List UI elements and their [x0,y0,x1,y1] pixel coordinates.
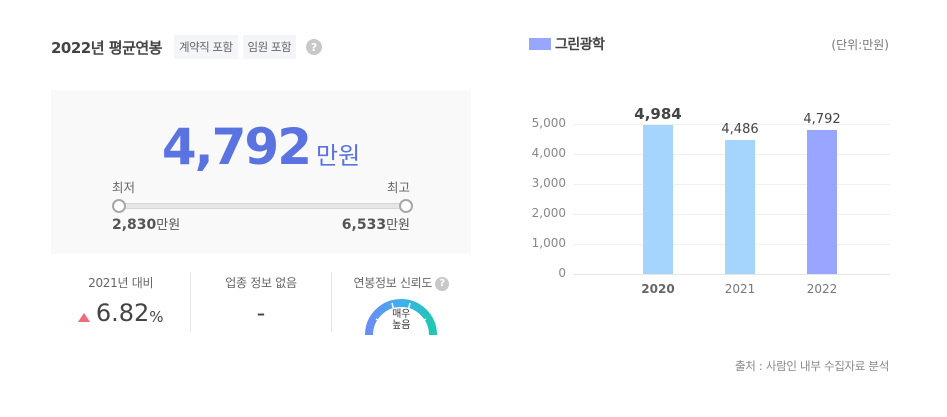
bar-value-label: 4,486 [721,122,759,137]
bar-value-label: 4,792 [803,112,841,127]
y-tick: 5,000 [531,116,566,130]
bar-2020[interactable] [643,125,673,274]
question-circle-icon[interactable]: ? [435,276,450,291]
question-circle-icon[interactable]: ? [306,39,323,55]
reliability-label: 연봉정보 신뢰도 [353,276,433,290]
stat-yoy-change: 2021년 대비 6.82% [51,272,190,332]
salary-range-track [117,203,406,209]
y-tick: 2,000 [531,206,566,220]
average-salary: 4,792 만원 [51,118,471,176]
y-tick: 0 [558,266,566,280]
min-salary: 2,830만원 [112,214,180,233]
stat-label: 2021년 대비 [88,276,154,290]
gauge-text-line1: 매우 [392,309,411,320]
gauge-arc-icon [365,299,438,335]
source-note: 출처 : 사람인 내부 수집자료 분석 [735,359,889,373]
legend-label: 그린광학 [555,37,605,53]
percent-unit: % [149,308,164,326]
chart-legend: 그린광학 [529,34,605,54]
unit-label: (단위:만원) [831,38,889,52]
stats-row: 2021년 대비 6.82% 업종 정보 없음 - 연봉정보 신뢰도? [51,272,471,335]
min-salary-value: 2,830 [112,217,157,233]
gauge-text-line2: 높음 [392,320,411,331]
salary-bar-chart: 5,000 4,000 3,000 2,000 1,000 0 4,984 4,… [530,100,890,300]
average-salary-unit: 만원 [315,142,361,170]
min-salary-unit: 만원 [156,218,181,233]
tag-executive-included: 임원 포함 [242,35,297,59]
triangle-up-icon [77,312,90,322]
range-min-knob [112,199,126,213]
x-tick: 2021 [724,282,756,296]
stat-industry: 업종 정보 없음 - [190,272,330,332]
page-title: 2022년 평균연봉 [51,38,162,57]
legend-swatch [529,38,551,50]
stat-label: 업종 정보 없음 [225,276,297,290]
bar-2022[interactable] [807,130,837,274]
average-salary-box: 4,792 만원 최저 최고 2,830만원 6,533만원 [51,90,471,254]
stat-value: - [191,299,330,327]
yoy-change-value: 6.82 [95,299,150,327]
gauge-text: 매우 높음 [365,309,437,331]
industry-value: - [256,299,266,327]
bar-value-label: 4,984 [634,105,682,123]
bar-2021[interactable] [725,140,755,274]
y-tick: 4,000 [531,146,566,160]
gridline [573,124,890,125]
max-label: 최고 [386,180,410,195]
max-salary-unit: 만원 [386,218,410,233]
min-label: 최저 [112,180,136,195]
salary-header: 2022년 평균연봉 계약직 포함 임원 포함 ? [51,35,323,59]
average-salary-value: 4,792 [161,118,312,176]
x-tick: 2022 [806,282,838,296]
x-tick: 2020 [641,282,675,296]
stat-value: 6.82% [51,299,190,327]
range-max-knob [399,199,413,213]
reliability-gauge: 매우 높음 [365,299,438,335]
stat-reliability: 연봉정보 신뢰도? 매우 높음 [330,272,471,335]
y-tick: 1,000 [531,236,566,250]
max-salary-value: 6,533 [341,217,387,233]
max-salary: 6,533만원 [342,214,410,233]
y-tick: 3,000 [531,176,566,190]
tag-contract-included: 계약직 포함 [173,35,238,59]
x-axis-line [573,274,890,275]
stat-label: 연봉정보 신뢰도? [332,274,471,291]
